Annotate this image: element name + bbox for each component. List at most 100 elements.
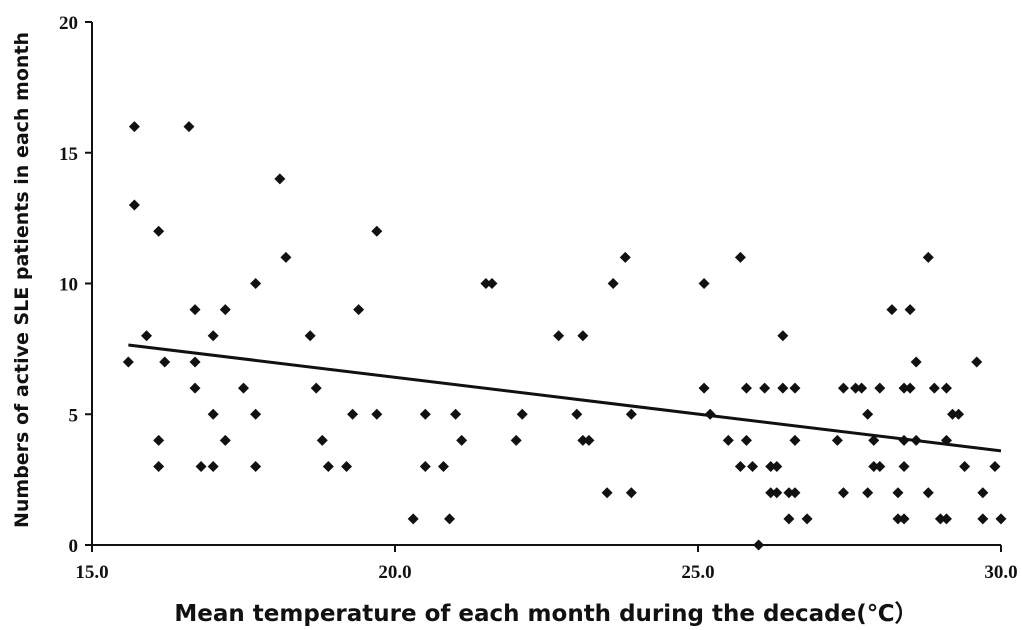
data-point	[904, 304, 916, 316]
data-point	[765, 487, 777, 499]
data-point	[777, 330, 789, 342]
data-point	[947, 408, 959, 420]
data-point	[219, 304, 231, 316]
data-point	[189, 382, 201, 394]
data-point	[189, 356, 201, 368]
data-point	[316, 434, 328, 446]
data-point	[874, 382, 886, 394]
data-point	[922, 487, 934, 499]
data-point	[153, 434, 165, 446]
data-point	[722, 434, 734, 446]
data-point	[740, 434, 752, 446]
data-point	[347, 408, 359, 420]
data-point	[407, 513, 419, 525]
data-point	[625, 408, 637, 420]
data-point	[940, 382, 952, 394]
data-point	[207, 408, 219, 420]
data-point	[959, 461, 971, 473]
data-point	[195, 461, 207, 473]
data-point	[516, 408, 528, 420]
x-tick-label: 30.0	[984, 562, 1017, 583]
data-point	[571, 408, 583, 420]
x-tick-label: 25.0	[681, 562, 714, 583]
data-point	[789, 487, 801, 499]
y-tick-label: 20	[59, 13, 78, 34]
data-point	[207, 330, 219, 342]
data-point	[444, 513, 456, 525]
data-point	[886, 304, 898, 316]
data-point	[577, 434, 589, 446]
data-point	[771, 487, 783, 499]
data-point	[789, 382, 801, 394]
data-point	[122, 356, 134, 368]
data-point	[141, 330, 153, 342]
data-point	[698, 382, 710, 394]
trendline-group	[128, 343, 1002, 453]
data-point	[759, 382, 771, 394]
data-point	[910, 356, 922, 368]
data-point	[771, 461, 783, 473]
data-point	[456, 434, 468, 446]
data-point	[934, 513, 946, 525]
data-point	[238, 382, 249, 394]
data-point	[953, 408, 965, 420]
data-point	[837, 382, 849, 394]
data-point	[625, 487, 637, 499]
data-point	[789, 434, 801, 446]
data-point	[183, 121, 195, 133]
data-point	[892, 487, 904, 499]
data-point	[698, 278, 710, 289]
data-point	[450, 408, 462, 420]
data-point	[419, 461, 431, 473]
data-point	[989, 461, 1001, 473]
data-point	[128, 121, 140, 133]
y-axis-title: Numbers of active SLE patients in each m…	[11, 32, 33, 528]
data-point	[940, 513, 952, 525]
data-point	[607, 278, 619, 289]
data-point	[777, 382, 789, 394]
data-point	[862, 487, 874, 499]
data-point	[928, 382, 940, 394]
data-point	[153, 225, 165, 237]
data-point	[304, 330, 316, 342]
data-point	[892, 513, 904, 525]
data-point	[486, 278, 498, 289]
data-point	[734, 461, 746, 473]
data-point	[977, 513, 989, 525]
data-point	[904, 382, 916, 394]
data-point	[922, 251, 934, 263]
data-point	[874, 461, 886, 473]
data-point	[280, 251, 292, 263]
data-point	[250, 408, 262, 420]
data-point	[419, 408, 431, 420]
data-point	[153, 461, 165, 473]
y-axis-ticks: 0 5 10 15 20	[59, 13, 92, 557]
data-point	[783, 513, 795, 525]
data-point	[250, 461, 262, 473]
data-point	[831, 434, 843, 446]
data-point	[862, 408, 874, 420]
data-point	[850, 382, 862, 394]
data-point	[353, 304, 365, 316]
data-point	[577, 330, 589, 342]
data-point	[856, 382, 868, 394]
data-points	[122, 121, 1007, 551]
data-point	[480, 278, 492, 289]
trendline	[128, 343, 1002, 453]
data-point	[553, 330, 565, 342]
data-point	[510, 434, 522, 446]
data-point	[868, 461, 880, 473]
data-point	[341, 461, 353, 473]
data-point	[971, 356, 983, 368]
data-point	[371, 225, 383, 237]
data-point	[274, 173, 286, 185]
x-axis-title: Mean temperature of each month during th…	[174, 600, 917, 627]
data-point	[250, 278, 262, 289]
data-point	[765, 461, 777, 473]
data-point	[898, 382, 910, 394]
data-point	[207, 461, 219, 473]
x-axis-ticks: 15.0 20.0 25.0 30.0	[75, 545, 1018, 583]
data-point	[898, 461, 910, 473]
data-point	[868, 434, 880, 446]
